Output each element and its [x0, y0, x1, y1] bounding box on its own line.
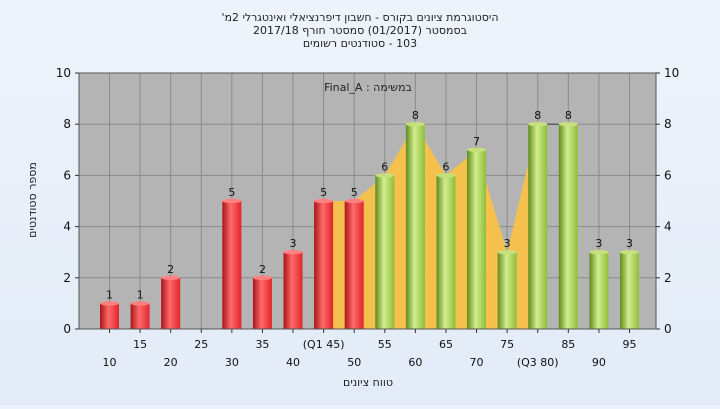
bar-80	[528, 124, 548, 329]
data-label-35: 2	[259, 263, 266, 276]
x-tick-label-15: 15	[133, 338, 147, 351]
bar-top-60	[405, 122, 425, 127]
bar-30	[222, 201, 242, 329]
x-tick-label-35: 35	[255, 338, 269, 351]
bar-70	[467, 149, 487, 329]
bar-top-85	[558, 122, 578, 127]
y-tick-label-right: 10	[664, 66, 679, 80]
chart-title-line-1: היסטוגרמת ציונים בקורס - חשבון דיפרנציאל…	[221, 11, 498, 24]
data-label-45: 5	[320, 186, 327, 199]
data-label-75: 3	[504, 237, 511, 250]
data-label-60: 8	[412, 109, 419, 122]
bars	[100, 122, 639, 329]
y-tick-label-right: 4	[664, 220, 672, 234]
bar-50	[344, 201, 364, 329]
y-tick-label-right: 2	[664, 271, 672, 285]
bar-top-10	[100, 301, 119, 306]
bar-top-95	[620, 250, 639, 255]
data-label-95: 3	[626, 237, 633, 250]
x-tick-label-55: 55	[378, 338, 392, 351]
chart-title: היסטוגרמת ציונים בקורס - חשבון דיפרנציאל…	[221, 11, 498, 50]
data-label-70: 7	[473, 135, 480, 148]
x-tick-label-20: 20	[164, 356, 178, 369]
bar-top-65	[436, 173, 456, 178]
data-label-90: 3	[595, 237, 602, 250]
data-label-10: 1	[106, 288, 113, 301]
data-labels: 1 1 2 5 2 3 5 5 6 8 6 7 3 8 8 3 3	[106, 109, 633, 301]
y-axis-label: מספר סטודנטים	[26, 162, 39, 238]
bar-top-15	[130, 301, 150, 306]
bar-90	[589, 252, 609, 329]
bar-55	[375, 175, 395, 329]
bar-top-40	[283, 250, 303, 255]
y-tick-label-left: 2	[63, 271, 71, 285]
bar-top-50	[344, 198, 364, 204]
y-tick-label-right: 6	[664, 168, 672, 182]
x-tick-label-80: (Q3 80)	[517, 356, 559, 369]
bar-45	[314, 201, 334, 329]
bar-95	[620, 252, 639, 329]
y-tick-label-right: 0	[664, 322, 672, 336]
x-tick-label-90: 90	[592, 356, 606, 369]
bar-40	[283, 252, 303, 329]
bar-top-20	[161, 275, 181, 280]
bar-top-70	[467, 147, 487, 152]
bar-top-45	[314, 198, 334, 204]
bar-top-55	[375, 173, 395, 178]
data-label-55: 6	[381, 160, 388, 173]
data-label-20: 2	[167, 263, 174, 276]
y-tick-label-left: 0	[63, 322, 71, 336]
bar-top-90	[589, 250, 609, 255]
bar-75	[497, 252, 517, 329]
chart-title-line-2: בסמסטר (01/2017) סמסטר חורף 2017/18	[253, 24, 467, 37]
bar-top-75	[497, 250, 517, 255]
bar-65	[436, 175, 456, 329]
x-tick-label-25: 25	[194, 338, 208, 351]
chart-title-line-3: 103 - סטודנטים רשומים	[303, 37, 417, 50]
bar-60	[405, 124, 425, 329]
bar-35	[252, 277, 272, 329]
x-tick-label-95: 95	[623, 338, 637, 351]
bar-top-80	[528, 122, 548, 127]
data-label-40: 3	[290, 237, 297, 250]
x-tick-label-70: 70	[470, 356, 484, 369]
y-tick-label-left: 6	[63, 168, 71, 182]
chart-annotation: במשימה : Final_A	[324, 81, 412, 94]
x-tick-label-40: 40	[286, 356, 300, 369]
data-label-30: 5	[228, 186, 235, 199]
bar-15	[130, 303, 150, 329]
x-tick-label-60: 60	[408, 356, 422, 369]
bar-top-35	[252, 275, 272, 280]
bar-20	[161, 277, 181, 329]
bar-10	[100, 303, 119, 329]
data-label-80: 8	[534, 109, 541, 122]
bar-85	[558, 124, 578, 329]
data-label-85: 8	[565, 109, 572, 122]
y-tick-label-left: 4	[63, 220, 71, 234]
y-tick-label-left: 10	[56, 66, 71, 80]
x-axis-label: טווח ציונים	[343, 376, 393, 389]
bar-top-30	[222, 198, 242, 204]
plot-frame	[78, 72, 657, 330]
data-label-65: 6	[442, 160, 449, 173]
data-label-15: 1	[137, 288, 144, 301]
x-tick-label-85: 85	[561, 338, 575, 351]
x-tick-label-45: (Q1 45)	[303, 338, 345, 351]
y-tick-label-left: 8	[63, 117, 71, 131]
x-tick-label-50: 50	[347, 356, 361, 369]
y-tick-label-right: 8	[664, 117, 672, 131]
x-tick-label-10: 10	[103, 356, 117, 369]
data-label-50: 5	[351, 186, 358, 199]
x-tick-label-30: 30	[225, 356, 239, 369]
x-tick-label-65: 65	[439, 338, 453, 351]
x-tick-label-75: 75	[500, 338, 514, 351]
